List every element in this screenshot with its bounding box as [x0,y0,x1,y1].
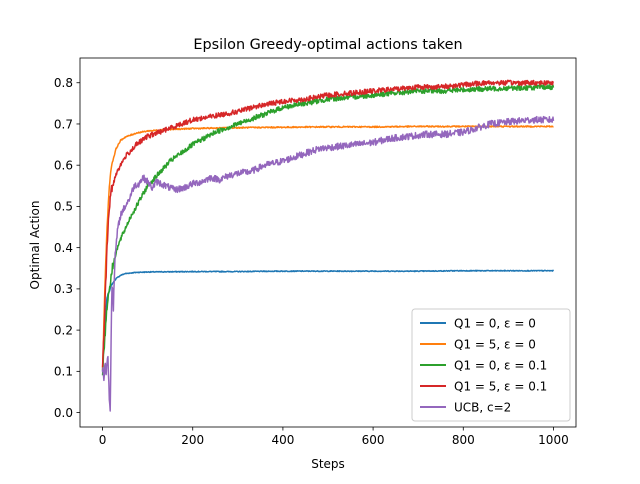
series-line-3 [101,79,555,368]
x-tick-label: 0 [99,433,107,447]
legend: Q1 = 0, ε = 0 Q1 = 5, ε = 0 Q1 = 0, ε = 0.… [411,308,571,422]
plot-area [101,79,555,412]
series-line-4 [101,115,555,412]
y-tick-label: 0.0 [54,406,73,420]
y-tick-label: 0.1 [54,365,73,379]
series-line-2 [101,83,555,376]
chart-title: Epsilon Greedy-optimal actions taken [193,37,462,53]
y-tick-label: 0.6 [54,158,73,172]
legend-label-3: Q1 = 5, ε = 0.1 [454,380,547,394]
x-tick-label: 200 [181,433,204,447]
legend-label-4: UCB, c=2 [454,401,511,415]
x-tick-label: 600 [362,433,385,447]
series-line-0 [101,269,555,372]
y-tick-label: 0.8 [54,76,73,90]
y-tick-label: 0.3 [54,282,73,296]
y-tick-label: 0.2 [54,323,73,337]
legend-label-2: Q1 = 0, ε = 0.1 [454,359,547,373]
x-tick-label: 400 [271,433,294,447]
y-axis-label: Optimal Action [28,201,42,290]
legend-label-1: Q1 = 5, ε = 0 [454,338,536,352]
axes: 0 200 400 600 800 1000 0.0 0.1 0.2 0.3 0.4 0.5 0.6 0.… [54,57,577,447]
legend-box [411,308,571,422]
x-axis-label: Steps [311,457,345,471]
y-tick-label: 0.4 [54,241,73,255]
y-tick-label: 0.7 [54,117,73,131]
axes-frame [79,57,577,428]
y-tick-label: 0.5 [54,200,73,214]
x-tick-label: 1000 [538,433,569,447]
legend-label-0: Q1 = 0, ε = 0 [454,317,536,331]
x-tick-label: 800 [452,433,475,447]
